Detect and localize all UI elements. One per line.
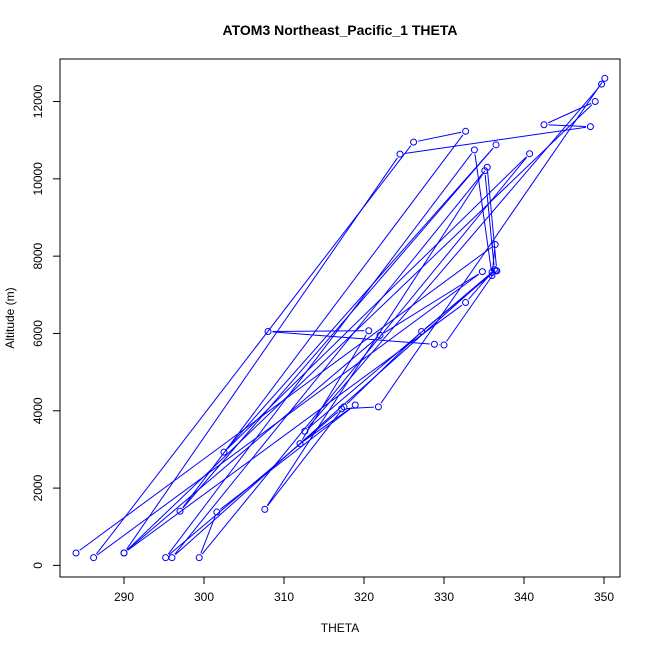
y-axis-label: Altitude (m) bbox=[3, 287, 17, 348]
data-point bbox=[365, 327, 373, 335]
y-tick-label: 6000 bbox=[31, 320, 45, 347]
data-point bbox=[176, 507, 184, 515]
x-tick-label: 310 bbox=[274, 590, 294, 604]
data-point bbox=[440, 341, 448, 349]
data-point bbox=[195, 554, 203, 562]
x-tick-label: 290 bbox=[114, 590, 134, 604]
data-point bbox=[296, 440, 304, 448]
series-segment bbox=[174, 173, 483, 555]
x-axis: 290 300 310 320 330 340 350 bbox=[114, 576, 614, 604]
series-segment bbox=[200, 516, 216, 554]
series-segment bbox=[383, 273, 479, 334]
series-segment bbox=[417, 131, 462, 142]
data-point bbox=[376, 331, 384, 339]
series-segment bbox=[548, 124, 586, 127]
data-point bbox=[396, 150, 404, 158]
series-segment bbox=[301, 334, 367, 441]
series-segment bbox=[266, 170, 486, 506]
y-tick-label: 10000 bbox=[31, 162, 45, 196]
data-point bbox=[591, 98, 599, 106]
series-segment bbox=[126, 157, 398, 550]
series-line-layer bbox=[79, 81, 603, 556]
data-point bbox=[526, 150, 534, 158]
data-point bbox=[410, 138, 418, 146]
series-segment bbox=[182, 147, 494, 509]
series-segment bbox=[267, 410, 342, 507]
x-axis-label: THETA bbox=[321, 621, 359, 635]
series-segment bbox=[175, 275, 489, 556]
data-point bbox=[261, 505, 269, 513]
series-segment bbox=[404, 126, 587, 154]
series-segment bbox=[127, 337, 377, 551]
data-point bbox=[601, 74, 609, 82]
series-segment bbox=[474, 154, 492, 272]
series-segment bbox=[272, 331, 430, 345]
data-point bbox=[340, 403, 348, 411]
series-segment bbox=[424, 272, 493, 330]
series-segment bbox=[95, 145, 412, 555]
series-segment bbox=[484, 175, 495, 266]
data-point bbox=[481, 167, 489, 175]
data-point bbox=[418, 328, 426, 336]
data-point bbox=[301, 427, 309, 435]
y-tick-label: 8000 bbox=[31, 242, 45, 269]
series-segment bbox=[167, 153, 473, 555]
data-point bbox=[213, 508, 221, 516]
data-point bbox=[120, 549, 128, 557]
data-point bbox=[598, 80, 606, 88]
series-segment bbox=[446, 273, 494, 342]
x-tick-label: 350 bbox=[594, 590, 614, 604]
x-tick-label: 300 bbox=[194, 590, 214, 604]
data-point bbox=[462, 127, 470, 135]
series-segment bbox=[303, 407, 352, 442]
y-tick-label: 2000 bbox=[31, 474, 45, 501]
series-segment bbox=[226, 147, 494, 450]
data-point bbox=[492, 141, 500, 149]
chart-title: ATOM3 Northeast_Pacific_1 THETA bbox=[223, 22, 458, 38]
data-point bbox=[478, 268, 486, 276]
y-axis: 0 2000 4000 6000 8000 10000 12000 bbox=[31, 85, 61, 569]
data-point bbox=[483, 163, 491, 171]
series-point-layer bbox=[72, 74, 609, 562]
data-point bbox=[586, 123, 594, 131]
y-tick-label: 0 bbox=[31, 562, 45, 569]
data-point bbox=[90, 554, 98, 562]
data-point bbox=[491, 241, 499, 249]
series-segment bbox=[226, 156, 527, 450]
data-point bbox=[374, 403, 382, 411]
data-point bbox=[540, 121, 548, 129]
data-point bbox=[168, 554, 176, 562]
data-point bbox=[462, 299, 470, 307]
data-point bbox=[430, 340, 438, 348]
y-tick-label: 4000 bbox=[31, 397, 45, 424]
data-point bbox=[72, 549, 80, 557]
data-point bbox=[488, 271, 496, 279]
x-tick-label: 330 bbox=[434, 590, 454, 604]
data-point bbox=[351, 401, 359, 409]
data-point bbox=[470, 146, 478, 154]
series-segment bbox=[272, 330, 365, 332]
data-point bbox=[264, 328, 272, 336]
series-segment bbox=[96, 273, 480, 556]
x-tick-label: 320 bbox=[354, 590, 374, 604]
series-segment bbox=[547, 102, 592, 124]
y-tick-label: 12000 bbox=[31, 85, 45, 119]
x-tick-label: 340 bbox=[514, 590, 534, 604]
series-segment bbox=[487, 171, 497, 267]
series-segment bbox=[346, 334, 419, 405]
data-point bbox=[220, 448, 228, 456]
data-point bbox=[493, 267, 501, 275]
